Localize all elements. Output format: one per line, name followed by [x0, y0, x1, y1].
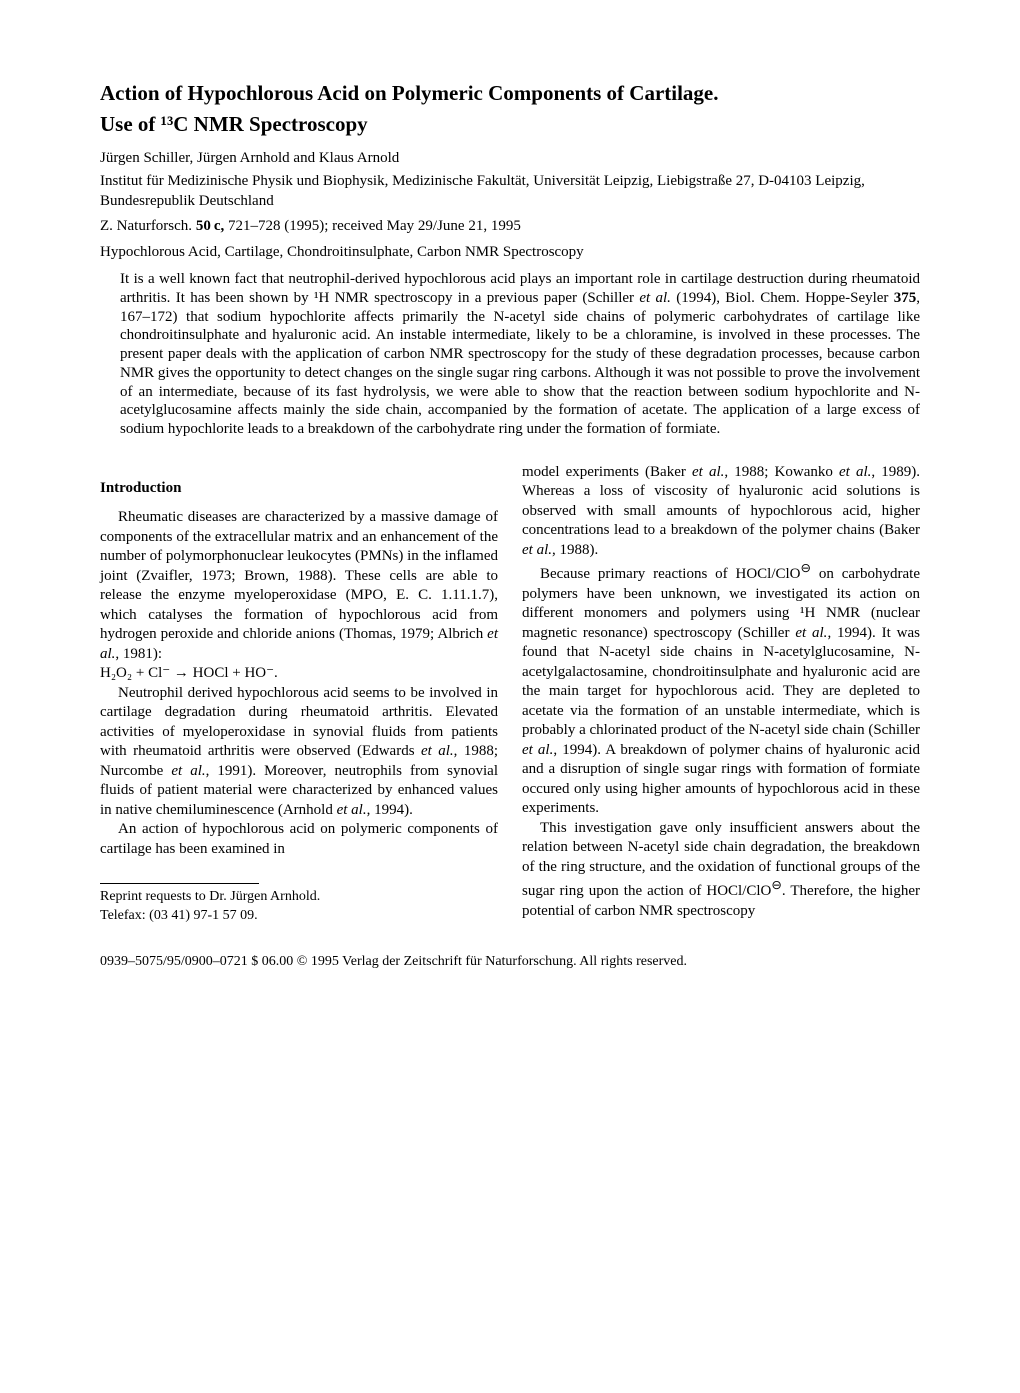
article-title-line1: Action of Hypochlorous Acid on Polymeric…	[100, 80, 920, 107]
journal-bold: 50 c,	[196, 218, 224, 234]
footnote-rule	[100, 883, 259, 884]
footnote-reprint: Reprint requests to Dr. Jürgen Arnhold.	[100, 888, 498, 906]
issn-price: 0939–5075/95/0900–0721 $ 06.00	[100, 954, 297, 969]
article-title-line2: Use of ¹³C NMR Spectroscopy	[100, 111, 920, 138]
copyright-line: 0939–5075/95/0900–0721 $ 06.00 © 1995 Ve…	[100, 953, 920, 971]
section-heading-introduction: Introduction	[100, 479, 498, 499]
footnote-block: Reprint requests to Dr. Jürgen Arnhold. …	[100, 883, 498, 924]
journal-prefix: Z. Naturforsch.	[100, 218, 196, 234]
col2-paragraph-2: Because primary reactions of HOCl/ClO⊖ o…	[522, 560, 920, 819]
copyright-symbol: ©	[297, 954, 308, 969]
footnote-telefax: Telefax: (03 41) 97-1 57 09.	[100, 907, 498, 925]
affiliation: Institut für Medizinische Physik und Bio…	[100, 172, 920, 211]
keywords: Hypochlorous Acid, Cartilage, Chondroiti…	[100, 243, 920, 263]
intro-paragraph-2: Neutrophil derived hypochlorous acid see…	[100, 684, 498, 821]
intro-paragraph-3: An action of hypochlorous acid on polyme…	[100, 820, 498, 859]
col2-paragraph-1: model experiments (Baker et al., 1988; K…	[522, 463, 920, 561]
abstract: It is a well known fact that neutrophil-…	[120, 270, 920, 439]
equation-hocl: H₂O₂ + Cl⁻ → HOCl + HO⁻.	[100, 664, 498, 684]
col2-paragraph-3: This investigation gave only insufficien…	[522, 819, 920, 922]
copyright-text: 1995 Verlag der Zeitschrift für Naturfor…	[307, 954, 687, 969]
authors: Jürgen Schiller, Jürgen Arnhold and Klau…	[100, 149, 920, 169]
journal-info: Z. Naturforsch. 50 c, 721–728 (1995); re…	[100, 217, 920, 237]
journal-suffix: 721–728 (1995); received May 29/June 21,…	[224, 218, 521, 234]
body-columns: Introduction Rheumatic diseases are char…	[100, 463, 920, 925]
intro-paragraph-1: Rheumatic diseases are characterized by …	[100, 508, 498, 664]
